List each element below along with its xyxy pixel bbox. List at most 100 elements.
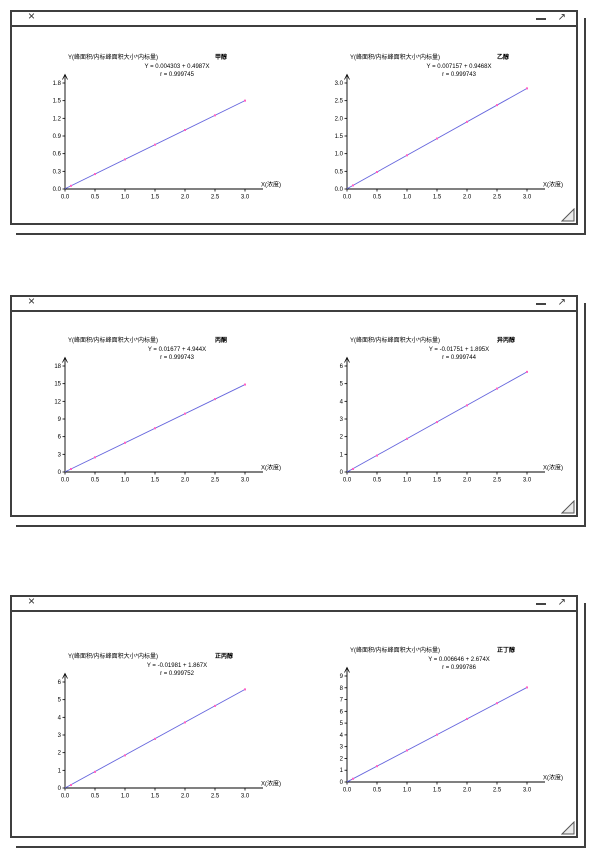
chart-compound-label: 乙醇 — [497, 53, 509, 61]
chart-r-value: r = 0.999752 — [160, 671, 195, 677]
chart-r-value: r = 0.999743 — [160, 355, 195, 361]
chart-equation: Y = 0.006646 + 2.674X — [428, 657, 490, 663]
x-axis-label: X(浓度) — [543, 181, 563, 189]
data-point-marker — [376, 454, 378, 457]
y-tick-label: 15 — [54, 382, 61, 388]
y-tick-label: 0.0 — [53, 187, 62, 193]
x-tick-label: 0.5 — [91, 478, 100, 484]
y-tick-label: 1.0 — [335, 152, 344, 158]
window-titlebar: × ↗ — [12, 594, 576, 612]
folded-corner-icon[interactable] — [561, 500, 575, 514]
y-tick-label: 0.5 — [335, 169, 344, 175]
folded-corner-icon[interactable] — [561, 821, 575, 835]
data-point-marker — [244, 688, 246, 691]
y-tick-label: 2 — [340, 435, 344, 441]
x-tick-label: 0.5 — [373, 788, 382, 794]
chart-r-value: r = 0.999743 — [442, 72, 477, 78]
data-point-marker — [184, 129, 186, 132]
y-tick-label: 18 — [54, 364, 61, 370]
chart-equation: Y = 0.007157 + 0.9468X — [427, 64, 492, 70]
x-tick-label: 2.0 — [181, 195, 190, 201]
x-tick-label: 1.5 — [433, 788, 442, 794]
y-tick-label: 6 — [340, 709, 344, 715]
x-tick-label: 2.0 — [463, 788, 472, 794]
x-axis-label: X(浓度) — [543, 464, 563, 472]
x-tick-label: 3.0 — [523, 195, 532, 201]
data-point-marker — [496, 387, 498, 390]
folded-corner-icon[interactable] — [561, 208, 575, 222]
y-tick-label: 0 — [58, 786, 62, 792]
y-axis-arrow — [62, 672, 68, 679]
y-tick-label: 2 — [58, 751, 62, 757]
y-tick-label: 7 — [340, 698, 344, 704]
y-tick-label: 1 — [58, 768, 62, 774]
x-tick-label: 2.0 — [463, 195, 472, 201]
y-tick-label: 12 — [54, 399, 61, 405]
window-content: Y(峰面积/内标峰面积大小*内标量) 正丙醇 Y = -0.01981 + 1.86… — [12, 612, 576, 836]
chart-window-3: × ↗ Y(峰面积/内标峰面积大小*内标量) 正丙醇 Y = -0.01981 + … — [10, 594, 586, 848]
data-point-marker — [184, 412, 186, 415]
y-tick-label: 1.2 — [53, 116, 62, 122]
y-axis-arrow — [62, 73, 68, 80]
x-tick-label: 2.0 — [181, 478, 190, 484]
calibration-chart-n-butanol: Y(峰面积/内标峰面积大小*内标量) 正丁醇 Y = 0.006646 + 2.67… — [340, 646, 563, 794]
stacked-page-edge — [16, 303, 586, 527]
calibration-chart-ethanol: Y(峰面积/内标峰面积大小*内标量) 乙醇 Y = 0.007157 + 0.946… — [335, 53, 563, 201]
minimize-icon[interactable] — [536, 18, 546, 20]
x-tick-label: 2.5 — [211, 478, 220, 484]
expand-icon[interactable]: ↗ — [557, 597, 566, 608]
x-tick-label: 0.5 — [373, 478, 382, 484]
data-point-marker — [526, 686, 528, 689]
y-tick-label: 2 — [340, 756, 344, 762]
minimize-icon[interactable] — [536, 303, 546, 305]
close-icon[interactable]: × — [28, 294, 36, 308]
chart-compound-label: 甲醇 — [215, 53, 227, 61]
chart-r-value: r = 0.999786 — [442, 665, 477, 671]
y-tick-label: 5 — [340, 721, 344, 727]
y-tick-label: 3 — [340, 417, 344, 423]
data-point-marker — [466, 404, 468, 407]
data-point-marker — [436, 137, 438, 140]
y-tick-label: 1 — [340, 768, 344, 774]
y-tick-label: 2.5 — [335, 99, 344, 105]
window-titlebar: × ↗ — [12, 9, 576, 27]
data-point-marker — [466, 120, 468, 123]
x-tick-label: 2.5 — [493, 788, 502, 794]
x-tick-label: 1.5 — [151, 794, 160, 800]
chart-equation: Y = -0.01751 + 1.895X — [429, 347, 489, 353]
data-point-marker — [94, 770, 96, 773]
y-tick-label: 0.3 — [53, 169, 62, 175]
chart-r-value: r = 0.999744 — [442, 355, 477, 361]
y-tick-label: 0 — [340, 780, 344, 786]
y-tick-label: 1.8 — [53, 81, 62, 87]
x-axis-label: X(浓度) — [261, 181, 281, 189]
minimize-icon[interactable] — [536, 603, 546, 605]
data-point-marker — [70, 784, 72, 787]
chart-title: Y(峰面积/内标峰面积大小*内标量) — [350, 646, 440, 654]
x-tick-label: 0.0 — [61, 195, 70, 201]
chart-window-1: × ↗ Y(峰面积/内标峰面积大小*内标量) 甲醇 Y = 0.004303 + 0… — [10, 9, 586, 235]
calibration-chart-n-propanol: Y(峰面积/内标峰面积大小*内标量) 正丙醇 Y = -0.01981 + 1.86… — [58, 652, 281, 800]
x-tick-label: 0.5 — [91, 195, 100, 201]
data-point-marker — [526, 370, 528, 373]
data-point-marker — [70, 184, 72, 187]
y-tick-label: 1 — [340, 452, 344, 458]
x-tick-label: 1.0 — [121, 478, 130, 484]
x-tick-label: 0.5 — [91, 794, 100, 800]
chart-r-value: r = 0.999745 — [160, 72, 195, 78]
expand-icon[interactable]: ↗ — [557, 12, 566, 23]
expand-icon[interactable]: ↗ — [557, 297, 566, 308]
data-point-marker — [154, 143, 156, 146]
y-axis-arrow — [344, 356, 350, 363]
close-icon[interactable]: × — [28, 9, 36, 23]
data-point-marker — [352, 184, 354, 187]
x-tick-label: 0.0 — [61, 794, 70, 800]
calibration-chart-methanol: Y(峰面积/内标峰面积大小*内标量) 甲醇 Y = 0.004303 + 0.498… — [53, 53, 281, 201]
window-page: × ↗ Y(峰面积/内标峰面积大小*内标量) 丙酮 Y = 0.01677 + 4.… — [10, 295, 578, 517]
y-tick-label: 0.0 — [335, 187, 344, 193]
chart-title: Y(峰面积/内标峰面积大小*内标量) — [350, 53, 440, 61]
close-icon[interactable]: × — [28, 594, 36, 608]
data-point-marker — [70, 467, 72, 470]
x-tick-label: 1.5 — [433, 478, 442, 484]
